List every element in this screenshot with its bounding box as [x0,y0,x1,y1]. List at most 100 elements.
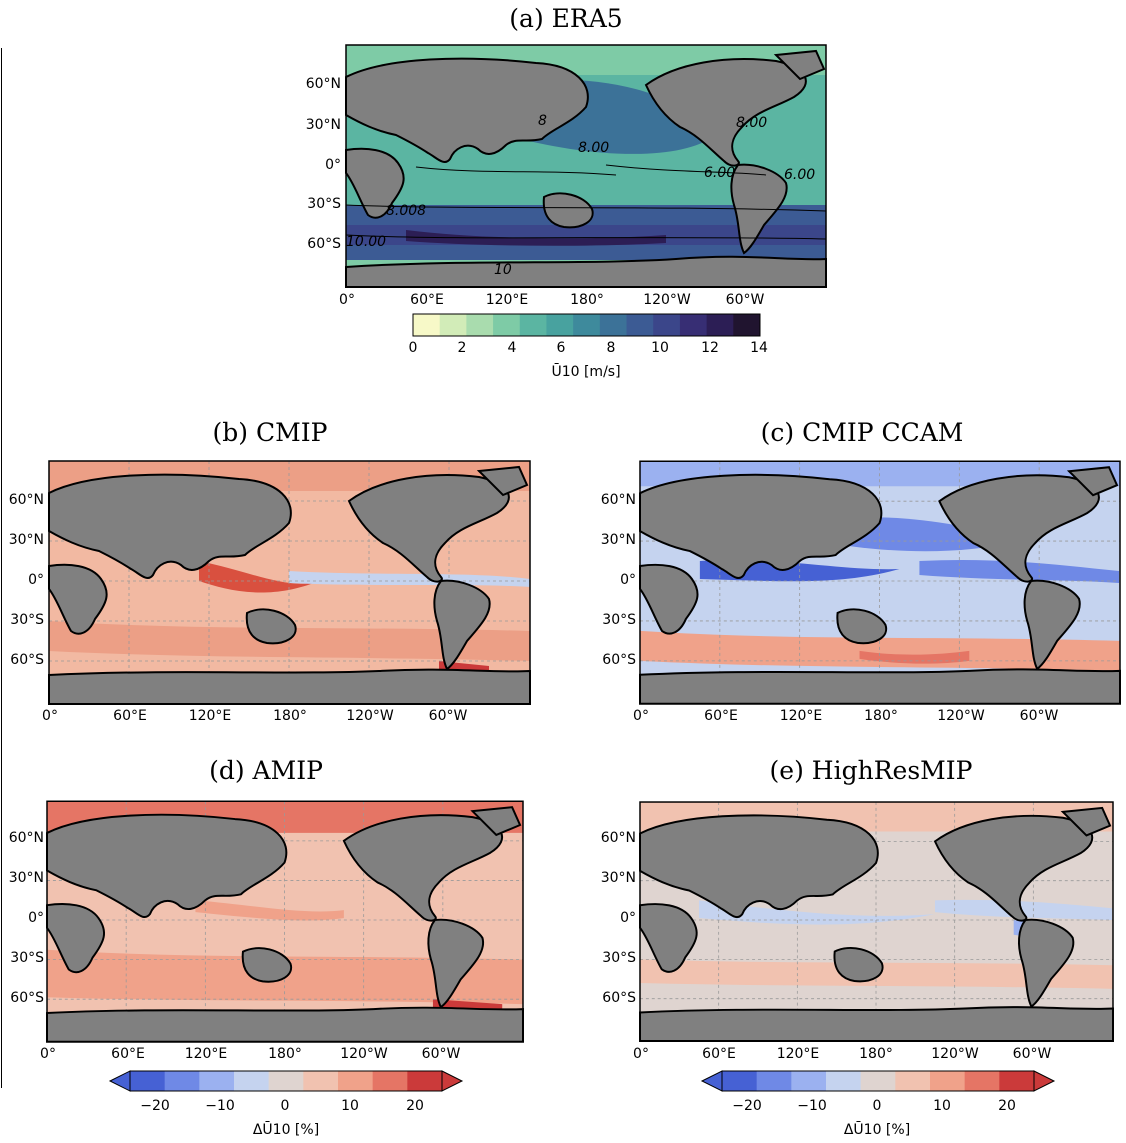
colorbar-segment [268,1071,304,1091]
colorbar-tick: −20 [140,1098,170,1114]
lon-label: 180° [859,1046,893,1062]
lon-label: 60°E [111,1046,145,1062]
lat-label: 30°S [602,612,636,628]
map-cmip-ccam [639,460,1121,705]
land-masses [46,806,524,1043]
lon-label: 60°E [410,292,444,308]
lon-label: 180° [570,292,604,308]
colorbar-segment [733,314,761,336]
map-frame [345,44,827,288]
lat-label: 60°S [10,990,44,1006]
australia [833,947,884,983]
greenland [1066,466,1119,497]
australia [836,608,888,645]
colorbar-tick: −10 [205,1098,235,1114]
lat-label: 60°N [600,830,636,846]
colorbar-diff-left [108,1070,464,1092]
colorbar-tick: 0 [872,1098,882,1114]
contour-label: 8.00 [578,140,609,156]
lat-label: 30°N [8,532,44,548]
colorbar-tick: −20 [732,1098,762,1114]
lon-label: 60°W [1012,1046,1052,1062]
lon-label: 120°E [485,292,529,308]
colorbar-segment [722,1071,758,1091]
map-frame [639,801,1114,1042]
colorbar-frame [721,1070,1035,1092]
africa [639,903,698,973]
map-amip [46,800,524,1043]
anomaly-region [935,899,1113,921]
lat-label: 60°N [305,76,341,92]
lat-label: 30°N [8,870,44,886]
antarctica [48,668,531,705]
lon-label: 60°W [1019,708,1059,724]
contour-label: 8.008 [386,203,426,219]
colorbar-tick: 20 [406,1098,424,1114]
panel-e-title: (e) HighResMIP [769,756,973,785]
colorbar-segment [303,1071,339,1091]
lat-label: 30°S [10,950,44,966]
colorbar-frame [412,313,761,337]
south-america [1018,918,1075,1008]
africa [345,147,405,219]
australia [245,608,297,645]
lon-label: 60°E [113,708,147,724]
colorbar-segment [653,314,681,336]
colorbar-extend-high [1033,1070,1056,1092]
colorbar-tick: −10 [797,1098,827,1114]
antarctica [639,1006,1114,1042]
lon-label: 60°E [704,708,738,724]
anomaly-region [699,900,936,925]
lon-label: 60°W [421,1046,461,1062]
lat-label: 60°S [602,652,636,668]
colorbar-segment [826,1071,862,1091]
lon-label: 180° [273,708,307,724]
colorbar-tick: 6 [556,340,566,356]
left-border-line [1,48,2,1088]
lon-label: 60°E [702,1046,736,1062]
colorbar-tick: 10 [651,340,669,356]
contour-labels: 6.00 8.00 8 10 10.00 8.008 6.00 8.00 [346,113,815,278]
colorbar-segment [466,314,494,336]
colorbar-diff-right [700,1070,1056,1092]
lat-label: 60°N [8,492,44,508]
colorbar-segment [860,1071,896,1091]
south-america [433,579,491,671]
south-america [427,918,485,1009]
lat-label: 30°N [600,870,636,886]
colorbar-diff-right-label: ΔŪ10 [%] [843,1122,911,1138]
greenland [470,806,522,837]
north-america [347,474,510,583]
colorbar-tick: 0 [280,1098,290,1114]
eurasia [345,57,589,163]
map-frame [46,800,524,1043]
contour-label: 6.00 [704,165,735,181]
colorbar-segment [964,1071,1000,1091]
land-masses [639,466,1121,705]
colorbar-segment [599,314,628,336]
map-era5: 6.00 8.00 8 10 10.00 8.008 6.00 8.00 [345,44,827,288]
colorbar-tick: 0 [408,340,418,356]
greenland [1060,806,1112,837]
lat-label: 30°N [305,117,341,133]
anomaly-region [195,900,344,921]
colorbar-tick: 4 [507,340,517,356]
lat-label: 30°N [600,532,636,548]
colorbar-segment [756,1071,792,1091]
colorbar-tick: 2 [457,340,467,356]
eurasia [639,814,879,919]
panel-c-title: (c) CMIP CCAM [760,418,964,447]
australia [542,192,594,229]
colorbar-frame [129,1070,443,1092]
lon-label: 60°W [725,292,765,308]
contour-label: 6.00 [784,167,815,183]
north-america [933,814,1094,922]
lon-label: 0° [633,1046,649,1062]
africa [48,563,108,635]
colorbar-tick: 20 [998,1098,1016,1114]
antarctica [345,255,827,288]
north-america [644,58,807,167]
colorbar-tick: 10 [933,1098,951,1114]
colorbar-extend-low [700,1070,723,1092]
lon-label: 0° [42,708,58,724]
